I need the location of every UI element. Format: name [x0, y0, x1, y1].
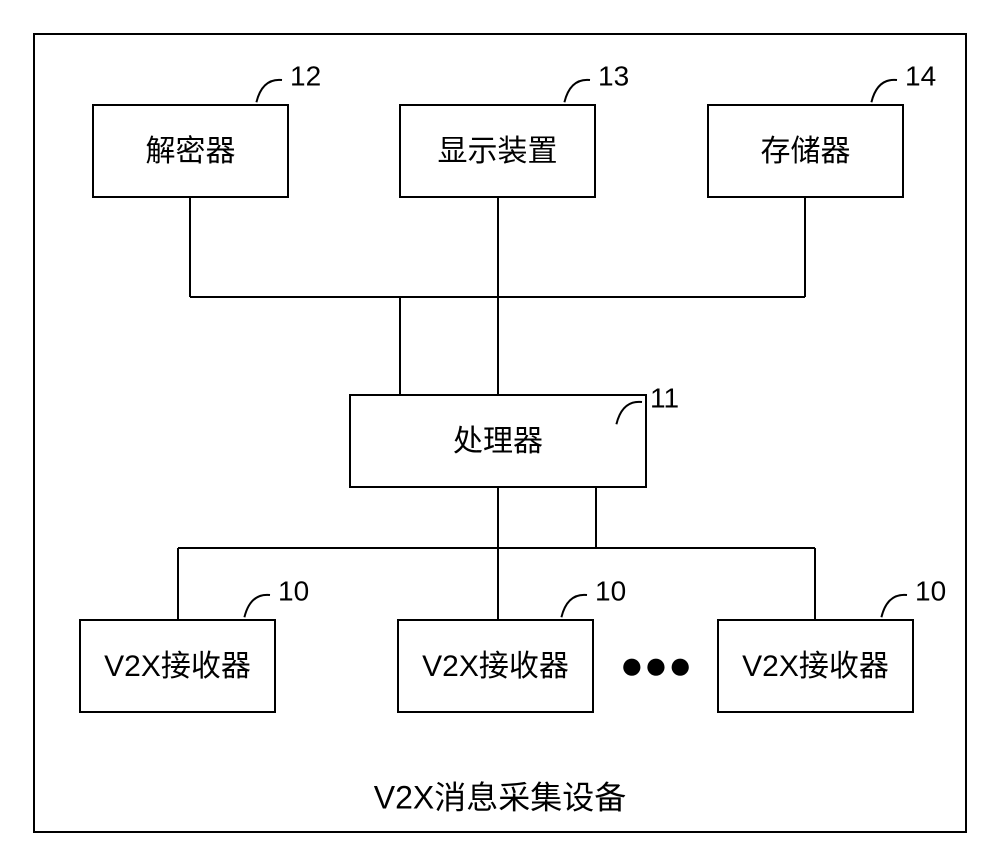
- recv3-label: V2X接收器: [742, 650, 889, 683]
- processor-label: 处理器: [453, 425, 543, 458]
- storage-callout-number: 14: [905, 60, 936, 91]
- processor-callout-number: 11: [650, 382, 679, 413]
- decryptor-callout-number: 12: [290, 60, 321, 91]
- display-label: 显示装置: [438, 135, 558, 168]
- recv3-callout-number: 10: [915, 575, 946, 606]
- storage-label: 存储器: [761, 135, 851, 168]
- recv1-callout-number: 10: [278, 575, 309, 606]
- decryptor-label: 解密器: [146, 135, 236, 168]
- diagram-caption: V2X消息采集设备: [374, 779, 627, 815]
- ellipsis-dots: ●●●: [620, 644, 692, 688]
- recv2-label: V2X接收器: [422, 650, 569, 683]
- display-callout-number: 13: [598, 60, 629, 91]
- recv2-callout-number: 10: [595, 575, 626, 606]
- recv1-label: V2X接收器: [104, 650, 251, 683]
